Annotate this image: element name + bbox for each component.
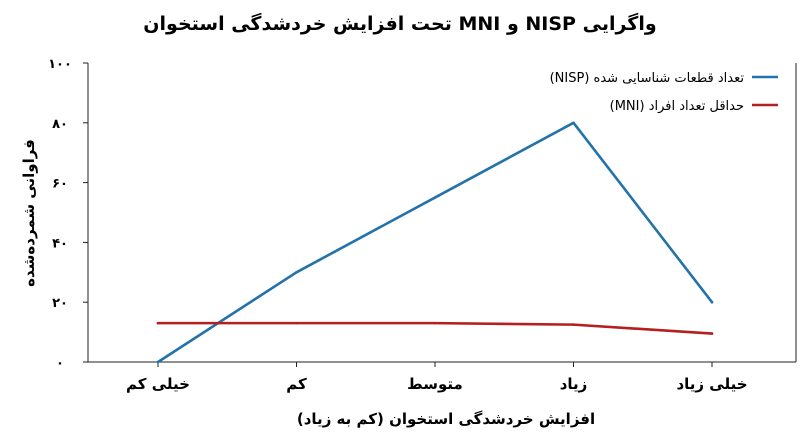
series-1-point xyxy=(572,323,575,326)
x-axis-label: افزایش خردشدگی استخوان (کم به زیاد) xyxy=(297,410,595,428)
y-tick-label: ۱۰۰ xyxy=(48,57,72,72)
series-0-point xyxy=(572,121,575,125)
y-axis-label: فراوانی شمرده‌شده xyxy=(20,139,38,287)
series-0-point xyxy=(433,196,437,199)
x-tick-label: کم xyxy=(286,375,307,393)
series-1-point xyxy=(156,321,160,325)
series-line-0 xyxy=(156,121,714,364)
series-1-point xyxy=(433,321,437,325)
x-tick-label: خیلی کم xyxy=(126,375,190,393)
series-line-1 xyxy=(156,321,714,335)
y-tick-label: ۰ xyxy=(56,356,64,371)
series-1-point xyxy=(710,332,714,335)
series-1-point xyxy=(295,321,298,325)
chart-title: واگرایی NISP و MNI تحت افزایش خردشدگی اس… xyxy=(143,12,656,35)
y-tick-label: ۲۰ xyxy=(52,296,68,311)
series-0-point xyxy=(295,271,298,274)
x-tick-label: متوسط xyxy=(407,375,463,393)
y-tick-label: ۴۰ xyxy=(52,236,68,251)
legend-label-0: تعداد قطعات شناسایی شده (NISP) xyxy=(550,71,745,86)
legend-label-1: حداقل تعداد افراد (MNI) xyxy=(610,99,744,114)
x-tick-label: زیاد xyxy=(560,375,588,393)
x-tick-label: خیلی زیاد xyxy=(676,375,747,393)
y-tick-label: ۶۰ xyxy=(52,177,68,192)
series-0-point xyxy=(710,300,714,304)
series-0-point xyxy=(156,360,160,364)
y-tick-label: ۸۰ xyxy=(52,117,68,132)
